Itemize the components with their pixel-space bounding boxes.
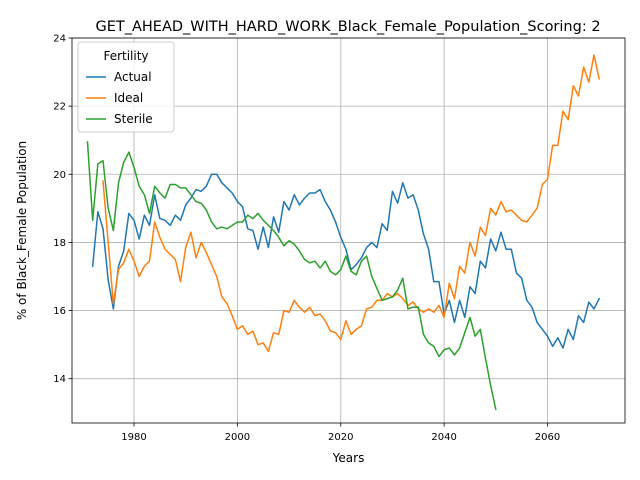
legend: Fertility Actual Ideal Sterile bbox=[78, 42, 174, 132]
x-axis-label: Years bbox=[332, 451, 365, 465]
y-tick-label: 16 bbox=[53, 306, 66, 317]
y-tick-label: 24 bbox=[53, 34, 66, 45]
legend-label-sterile: Sterile bbox=[114, 112, 153, 126]
y-tick-label: 18 bbox=[53, 238, 66, 249]
x-tick-label: 2040 bbox=[431, 432, 456, 443]
legend-label-ideal: Ideal bbox=[114, 91, 143, 105]
x-tick-label: 2000 bbox=[225, 432, 250, 443]
x-tick-label: 2020 bbox=[328, 432, 353, 443]
y-axis-label: % of Black_Female Population bbox=[15, 141, 29, 320]
x-tick-label: 2060 bbox=[535, 432, 560, 443]
x-tick-label: 1980 bbox=[121, 432, 146, 443]
y-tick-label: 22 bbox=[53, 102, 66, 113]
legend-title: Fertility bbox=[103, 49, 148, 63]
y-tick-label: 20 bbox=[53, 170, 66, 181]
y-tick-label: 14 bbox=[53, 374, 66, 385]
legend-label-actual: Actual bbox=[114, 70, 152, 84]
chart-title: GET_AHEAD_WITH_HARD_WORK_Black_Female_Po… bbox=[95, 19, 600, 35]
